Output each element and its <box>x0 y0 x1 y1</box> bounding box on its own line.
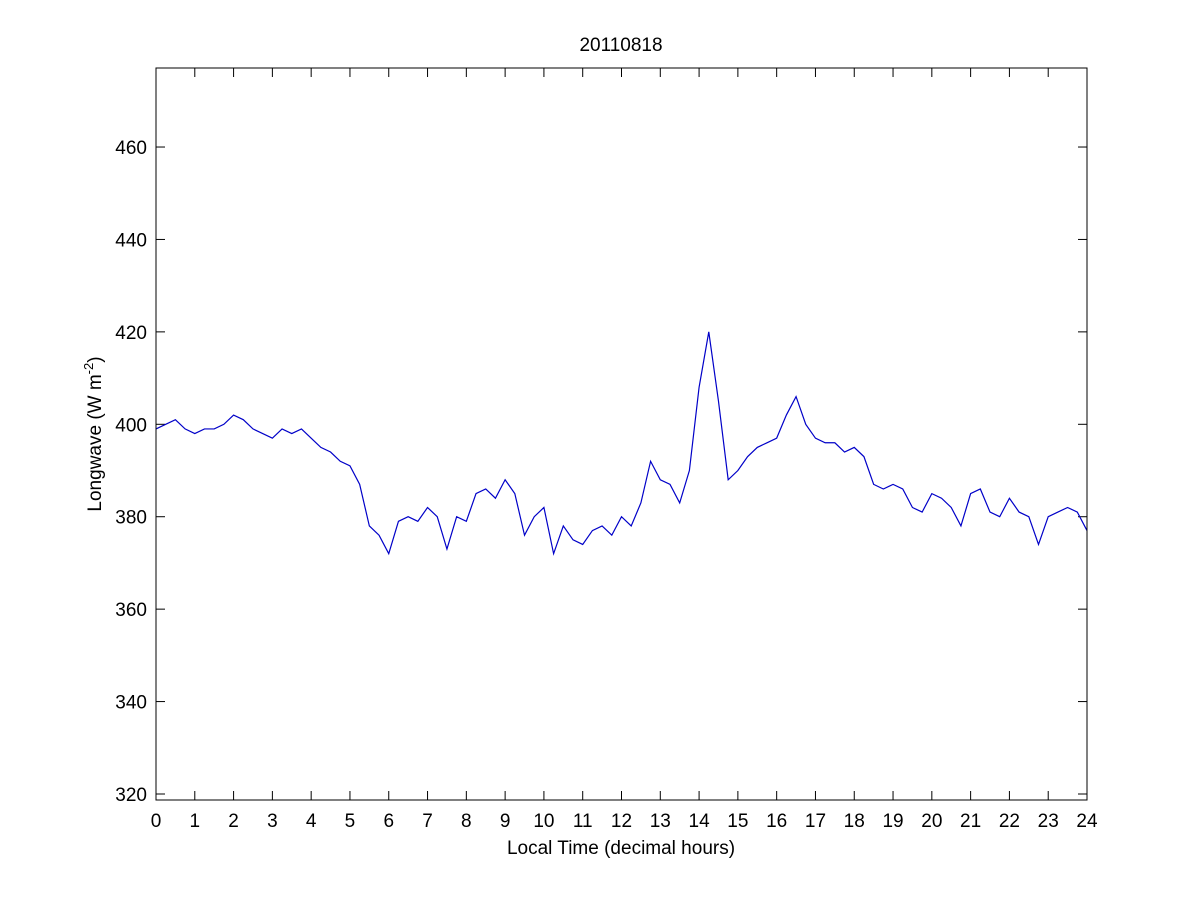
x-tick-label: 2 <box>228 811 239 832</box>
x-tick-label: 18 <box>844 811 865 832</box>
x-tick-label: 8 <box>461 811 472 832</box>
x-tick-label: 10 <box>533 811 554 832</box>
x-tick-label: 22 <box>999 811 1020 832</box>
x-tick-label: 12 <box>611 811 632 832</box>
x-tick-label: 23 <box>1038 811 1059 832</box>
plot-frame <box>155 67 1088 801</box>
x-tick-label: 6 <box>383 811 394 832</box>
y-tick-label: 340 <box>115 693 147 714</box>
data-line <box>155 331 1088 556</box>
x-tick-label: 14 <box>689 811 711 832</box>
y-axis-label-sup: -2 <box>81 363 96 375</box>
x-tick-label: 11 <box>573 811 593 832</box>
x-tick-label: 21 <box>960 811 981 832</box>
x-tick-label: 20 <box>921 811 942 832</box>
x-axis-label: Local Time (decimal hours) <box>507 838 735 859</box>
y-axis-label-end: ) <box>85 356 106 362</box>
x-tick-label: 16 <box>766 811 787 832</box>
x-tick-label: 1 <box>190 811 201 832</box>
x-tick-label: 19 <box>882 811 903 832</box>
y-tick-label: 440 <box>115 230 147 251</box>
x-tick-label: 7 <box>422 811 433 832</box>
x-tick-label: 17 <box>805 811 826 832</box>
y-tick-label: 320 <box>115 785 147 806</box>
x-tick-label: 3 <box>267 811 278 832</box>
y-tick-label: 380 <box>115 508 147 529</box>
x-tick-label: 24 <box>1076 811 1098 832</box>
x-tick-label: 5 <box>345 811 356 832</box>
y-tick-label: 460 <box>115 138 147 159</box>
x-tick-label: 13 <box>650 811 671 832</box>
x-tick-label: 9 <box>500 811 511 832</box>
x-tick-label: 15 <box>727 811 748 832</box>
x-tick-label: 0 <box>151 811 162 832</box>
y-axis-label: Longwave (W m-2) <box>81 356 106 511</box>
y-axis-label-text: Longwave (W m <box>85 374 106 511</box>
chart-title: 20110818 <box>579 35 662 56</box>
y-tick-label: 360 <box>115 600 147 621</box>
y-tick-label: 400 <box>115 415 147 436</box>
y-tick-label: 420 <box>115 323 147 344</box>
x-tick-label: 4 <box>306 811 317 832</box>
